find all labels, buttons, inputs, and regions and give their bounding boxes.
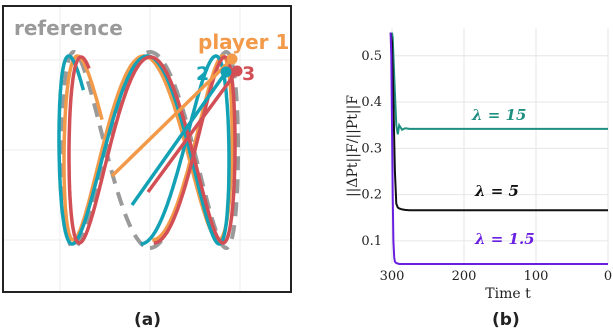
x-tick-label: 0	[604, 269, 612, 284]
player2-label: 2	[196, 63, 209, 85]
series-label-lambda-1-5: λ = 1.5	[474, 230, 535, 248]
y-tick-label: 0.1	[361, 234, 382, 249]
panel-a: reference player 1 2 3	[2, 5, 292, 293]
reference-trajectory	[60, 49, 240, 251]
player2-tail	[130, 70, 228, 207]
caption-a: (a)	[134, 310, 161, 330]
x-axis-label: Time t	[485, 286, 531, 302]
y-axis-label: ||ΔPt||F/||Pt||F	[345, 95, 361, 197]
player3-marker	[231, 65, 243, 77]
plot-area	[392, 28, 608, 264]
y-tick-label: 0.4	[361, 95, 382, 110]
caption-b: (b)	[492, 310, 520, 330]
y-tick-label: 0.3	[361, 141, 382, 156]
reference-label: reference	[14, 16, 123, 40]
player1-tail	[110, 57, 234, 178]
plot-series	[389, 32, 608, 265]
player1-label: player 1	[198, 30, 289, 54]
x-tick-label: 200	[452, 269, 477, 284]
plot-ticks: 0.1 0.2 0.3 0.4 0.5 300 200 100 0	[361, 49, 612, 284]
panel-b-chart: 0.1 0.2 0.3 0.4 0.5 300 200 100 0 Time t ||ΔPt||…	[345, 28, 612, 302]
panel-a-trajectories	[57, 49, 240, 251]
y-tick-label: 0.2	[361, 188, 382, 203]
player2-marker	[220, 66, 232, 78]
player3-tail	[146, 69, 239, 194]
panel-a-grid	[4, 7, 290, 291]
series-label-lambda-5: λ = 5	[474, 182, 519, 200]
y-tick-label: 0.5	[361, 49, 382, 64]
series-line-1	[389, 32, 608, 212]
series-label-lambda-15: λ = 15	[471, 106, 526, 124]
series-line-2	[389, 32, 608, 265]
series-line-0	[391, 32, 608, 135]
x-tick-label: 300	[380, 269, 405, 284]
x-tick-label: 100	[524, 269, 549, 284]
player3-label: 3	[242, 63, 255, 85]
player1-marker	[226, 53, 238, 65]
